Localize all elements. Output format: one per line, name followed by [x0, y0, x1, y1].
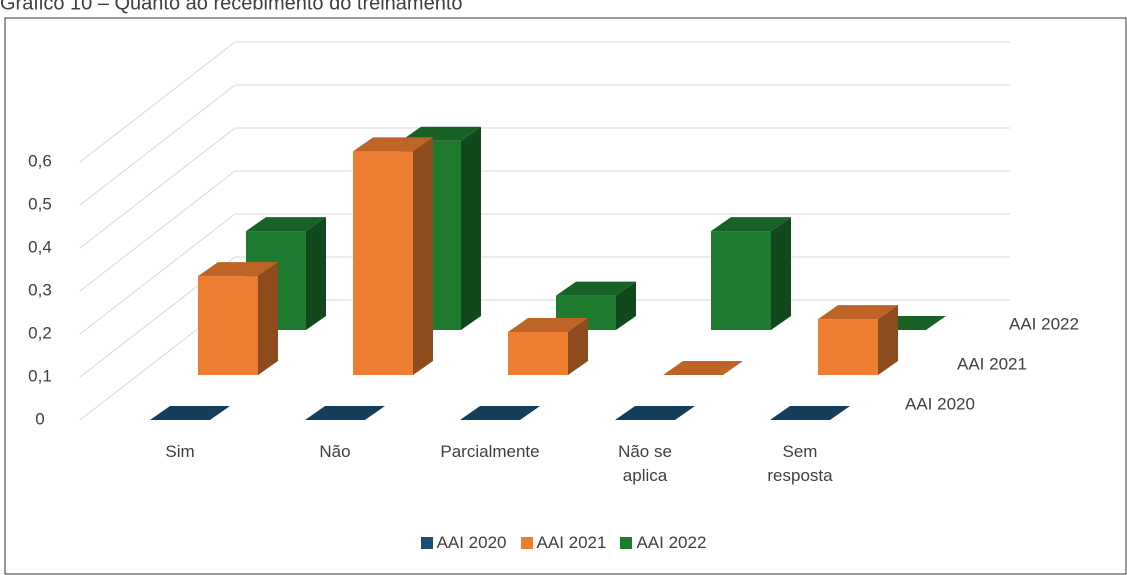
x-tick-label-box: Parcialmente [440, 440, 539, 464]
y-tick-label: 0,4 [28, 237, 52, 256]
grid-line [79, 41, 1010, 163]
x-tick-label-box: Sim [138, 440, 222, 464]
legend-item: AAI 2021 [520, 533, 607, 553]
x-tick-label: Sem resposta [767, 442, 833, 485]
bar-top [556, 281, 636, 296]
legend-label: AAI 2021 [536, 533, 607, 552]
chart-title: Gráfico 10 – Quanto ao recebimento do tr… [0, 0, 463, 14]
x-tick-label-box: Não se aplica [603, 440, 687, 488]
bar-top [770, 406, 850, 420]
bar-top [460, 406, 540, 420]
bar [460, 406, 540, 420]
bar-front [711, 231, 771, 330]
grid-line [79, 170, 1010, 292]
y-tick-label: 0,5 [28, 194, 52, 213]
bar-front [508, 332, 568, 375]
bar [508, 318, 588, 375]
bar-front [198, 276, 258, 375]
bar-side [413, 137, 433, 375]
bar-front [818, 319, 878, 375]
grid-line [79, 213, 1010, 335]
bar-top [401, 126, 481, 141]
bar-top [353, 137, 433, 152]
legend-swatch [420, 537, 433, 549]
bar-top [305, 406, 385, 420]
x-tick-label-box: Não [293, 440, 377, 464]
x-tick-label-box: Sem resposta [758, 440, 842, 488]
bar-top [246, 217, 326, 232]
y-tick-label: 0,6 [28, 151, 52, 170]
bar-top [615, 406, 695, 420]
series-label: AAI 2021 [957, 354, 1027, 373]
series-label: AAI 2022 [1009, 314, 1079, 333]
bar [353, 137, 433, 375]
bar-side [306, 217, 326, 330]
legend: AAI 2020 AAI 2021 AAI 2022 [0, 533, 1127, 553]
y-tick-label: 0,3 [28, 280, 52, 299]
x-tick-label: Não [319, 442, 351, 461]
bar-front [353, 151, 413, 375]
legend-swatch [620, 537, 633, 549]
bar-side [616, 281, 636, 330]
bar [818, 305, 898, 375]
bar [305, 406, 385, 420]
bar [770, 406, 850, 420]
bar-top [711, 217, 791, 232]
bar [615, 406, 695, 420]
bar-side [878, 305, 898, 375]
bar-side [461, 126, 481, 330]
grid-line [79, 84, 1010, 206]
x-tick-label: Parcialmente [440, 442, 540, 461]
grid-line [79, 127, 1010, 249]
bar-side [568, 318, 588, 375]
legend-swatch [520, 537, 533, 549]
series-label: AAI 2020 [905, 394, 975, 413]
bar-top [150, 406, 230, 420]
bar-side [258, 262, 278, 375]
y-tick-label: 0 [35, 409, 44, 428]
bar [711, 217, 791, 330]
x-tick-label: Não se aplica [618, 442, 672, 485]
bar-side [771, 217, 791, 330]
frame [4, 17, 1127, 575]
legend-label: AAI 2020 [436, 533, 507, 552]
y-tick-label: 0,2 [28, 323, 52, 342]
y-tick-label: 0,1 [28, 366, 52, 385]
bar-top [198, 262, 278, 277]
bar [663, 361, 743, 375]
bar-top [663, 361, 743, 375]
bar-top [818, 305, 898, 320]
x-tick-label: Sim [165, 442, 195, 461]
legend-item: AAI 2020 [420, 533, 507, 553]
bar [198, 262, 278, 375]
bar [150, 406, 230, 420]
legend-item: AAI 2022 [620, 533, 706, 553]
bar-top [508, 318, 588, 332]
legend-label: AAI 2022 [636, 533, 707, 552]
